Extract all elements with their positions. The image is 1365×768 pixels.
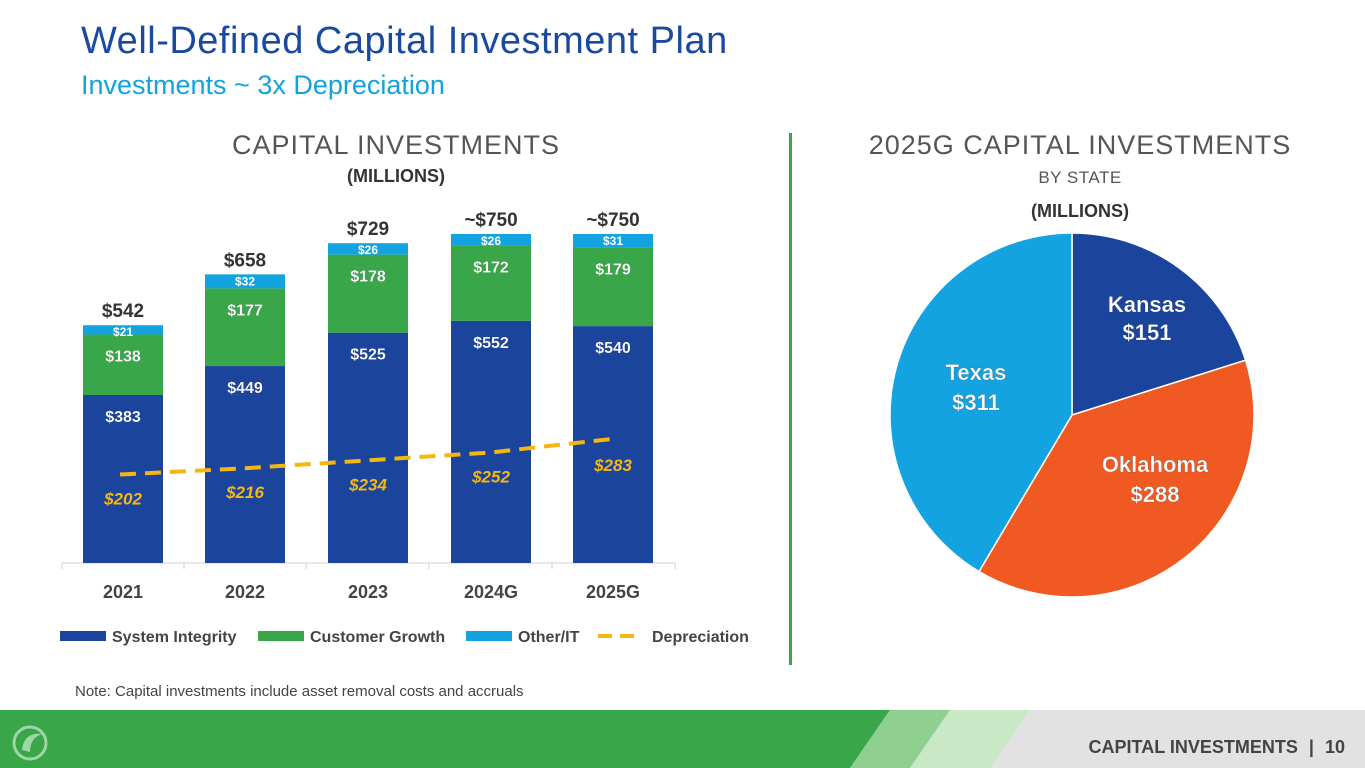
pie-slice-name-oklahoma: Oklahoma <box>1102 452 1209 477</box>
bar-chart: $383 $138 $21 $542 2021 $449 $177 $32 $658 2022 $5… <box>60 210 749 646</box>
x-tick-label: 2024G <box>464 582 518 602</box>
pie-slice-texas <box>889 232 1073 573</box>
pie-slice-value-oklahoma: $288 <box>1131 482 1180 507</box>
bar-total-label: $542 <box>102 301 144 322</box>
bar-value-label: $26 <box>481 234 501 248</box>
page-title: Well-Defined Capital Investment Plan <box>81 20 728 62</box>
bar-value-label: $138 <box>105 348 141 365</box>
bar-value-label: $178 <box>350 269 386 286</box>
pie-chart-units: (MILLIONS) <box>1031 201 1129 221</box>
pie-slice-value-kansas: $151 <box>1123 320 1172 345</box>
pie-slice-value-texas: $311 <box>952 390 1000 415</box>
bar-segment-system-integrity <box>83 394 163 563</box>
footer-section-name: CAPITAL INVESTMENTS <box>1088 737 1298 757</box>
legend-label-system-integrity: System Integrity <box>112 629 237 646</box>
bar-segment-customer-growth <box>328 254 408 333</box>
bar-segment-other-it <box>83 325 163 335</box>
footer-page-number: 10 <box>1324 737 1345 757</box>
x-tick-label: 2023 <box>348 582 388 602</box>
bar-value-label: $26 <box>358 243 378 257</box>
bar-chart-title: CAPITAL INVESTMENTS <box>231 130 561 160</box>
bar-value-label: $177 <box>227 302 263 319</box>
legend-swatch-system-integrity <box>60 631 106 641</box>
bar-value-label: $172 <box>473 259 509 276</box>
bar-segment-customer-growth <box>205 288 285 367</box>
depreciation-value-label: $234 <box>348 475 387 494</box>
bar-value-label: $179 <box>595 262 631 279</box>
bar-value-label: $552 <box>473 335 509 352</box>
bar-chart-units: (MILLIONS) <box>347 166 445 186</box>
bar-value-label: $21 <box>113 325 133 339</box>
bar-total-label: $658 <box>224 250 266 271</box>
bar-total-label: ~$750 <box>464 210 517 231</box>
depreciation-value-label: $252 <box>471 467 510 486</box>
pie-chart-subtitle: BY STATE <box>1038 168 1122 187</box>
legend-label-depreciation: Depreciation <box>652 629 749 646</box>
depreciation-value-label: $216 <box>225 483 264 502</box>
bar-total-label: ~$750 <box>586 210 639 231</box>
x-tick-label: 2025G <box>586 582 640 602</box>
bar-segment-customer-growth <box>451 245 531 321</box>
bar-value-label: $32 <box>235 274 255 288</box>
panel-divider <box>789 133 792 665</box>
bar-segment-customer-growth <box>83 334 163 395</box>
x-tick-label: 2021 <box>103 582 143 602</box>
bar-segment-system-integrity <box>328 332 408 563</box>
bar-segment-system-integrity <box>205 366 285 563</box>
bar-segment-other-it <box>205 274 285 289</box>
footer-stripe-2 <box>910 710 1030 768</box>
pie-chart-title: 2025G CAPITAL INVESTMENTS <box>868 130 1292 160</box>
legend-swatch-customer-growth <box>258 631 304 641</box>
bar-segment-other-it <box>451 234 531 246</box>
bar-segment-other-it <box>328 243 408 255</box>
bar-segment-other-it <box>573 234 653 248</box>
pie-slice-name-kansas: Kansas <box>1108 292 1186 317</box>
pie-slice-kansas <box>1071 232 1247 417</box>
bar-segment-system-integrity <box>451 320 531 563</box>
bar-segment-system-integrity <box>573 326 653 563</box>
footer-band <box>0 710 1365 768</box>
bar-value-label: $383 <box>105 409 141 426</box>
bar-value-label: $31 <box>603 234 623 248</box>
footnote: Note: Capital investments include asset … <box>75 683 524 700</box>
depreciation-value-label: $283 <box>593 456 632 475</box>
depreciation-line <box>120 436 614 477</box>
footer-separator: | <box>1308 737 1314 757</box>
page-subtitle: Investments ~ 3x Depreciation <box>81 70 445 100</box>
legend-label-other-it: Other/IT <box>518 629 580 646</box>
footer-label: CAPITAL INVESTMENTS | 10 <box>1089 737 1345 758</box>
company-logo-icon <box>12 725 48 761</box>
bar-value-label: $525 <box>350 347 386 364</box>
x-tick-label: 2022 <box>225 582 265 602</box>
pie-slice-name-texas: Texas <box>946 360 1007 385</box>
bar-value-label: $449 <box>227 380 263 397</box>
footer-green-band <box>0 710 890 768</box>
depreciation-value-label: $202 <box>103 489 142 508</box>
legend-swatch-other-it <box>466 631 512 641</box>
legend-label-customer-growth: Customer Growth <box>310 629 445 646</box>
bar-segment-customer-growth <box>573 247 653 327</box>
pie-chart: Kansas $151 Oklahoma $288 Texas $311 <box>889 232 1255 598</box>
bar-value-label: $540 <box>595 340 631 357</box>
footer-stripe-1 <box>850 710 950 768</box>
bar-total-label: $729 <box>347 219 389 240</box>
pie-slice-oklahoma <box>977 359 1255 598</box>
